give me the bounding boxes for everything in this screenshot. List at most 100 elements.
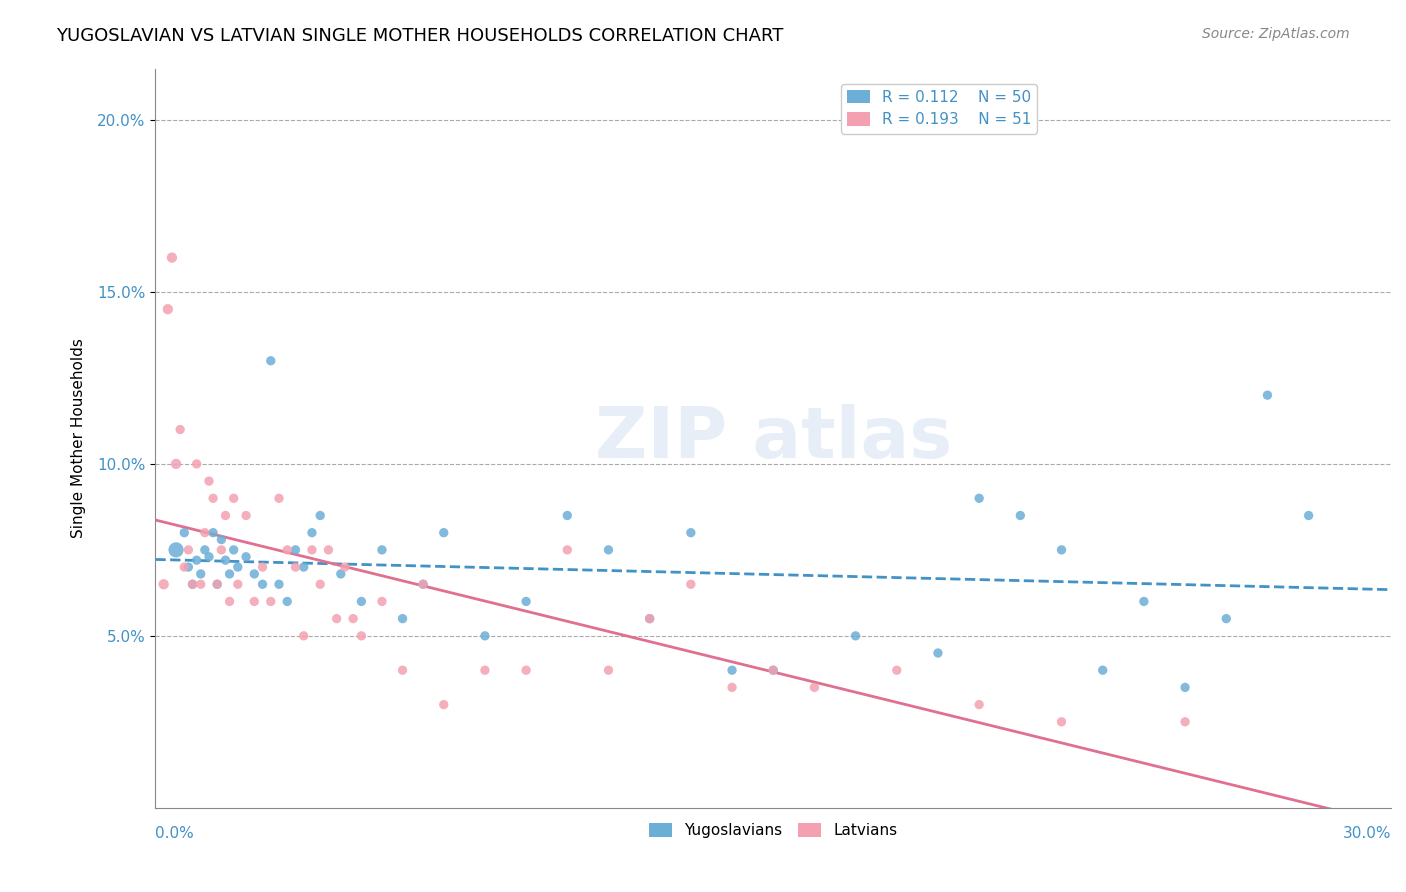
Point (243, 594, 266, 608)
Point (1256, 388, 1278, 402)
Point (190, 566, 212, 581)
Point (198, 549, 221, 564)
Point (169, 423, 191, 437)
Point (350, 594, 373, 608)
Point (1298, 508, 1320, 523)
Point (474, 663, 496, 677)
Point (886, 663, 908, 677)
Point (679, 525, 702, 540)
Point (555, 508, 578, 523)
Point (474, 629, 496, 643)
Point (209, 533, 232, 547)
Point (679, 577, 702, 591)
Text: 0.0%: 0.0% (156, 826, 194, 841)
Point (762, 663, 785, 677)
Point (762, 663, 785, 677)
Point (1215, 612, 1237, 626)
Legend: Yugoslavians, Latvians: Yugoslavians, Latvians (643, 817, 903, 845)
Point (412, 577, 434, 591)
Point (205, 577, 228, 591)
Point (222, 491, 245, 506)
Text: ZIP atlas: ZIP atlas (595, 404, 952, 473)
Point (202, 491, 225, 506)
Point (173, 560, 195, 574)
Point (194, 542, 217, 557)
Point (329, 566, 352, 581)
Point (235, 549, 257, 564)
Point (598, 663, 620, 677)
Point (209, 542, 232, 557)
Point (433, 525, 456, 540)
Point (301, 542, 323, 557)
Point (391, 663, 413, 677)
Point (1133, 594, 1156, 608)
Point (598, 542, 620, 557)
Point (222, 542, 245, 557)
Y-axis label: Single Mother Households: Single Mother Households (72, 338, 86, 538)
Point (967, 491, 990, 506)
Point (1174, 714, 1197, 729)
Point (186, 457, 208, 471)
Text: YUGOSLAVIAN VS LATVIAN SINGLE MOTHER HOUSEHOLDS CORRELATION CHART: YUGOSLAVIAN VS LATVIAN SINGLE MOTHER HOU… (56, 27, 783, 45)
Point (309, 577, 332, 591)
Point (276, 594, 298, 608)
Point (194, 525, 217, 540)
Point (927, 646, 949, 660)
Text: Source: ZipAtlas.com: Source: ZipAtlas.com (1202, 27, 1350, 41)
Point (226, 577, 249, 591)
Point (721, 663, 744, 677)
Point (202, 525, 225, 540)
Point (152, 577, 174, 591)
Point (218, 566, 240, 581)
Point (371, 594, 394, 608)
Point (260, 594, 283, 608)
Point (267, 577, 290, 591)
Point (325, 612, 347, 626)
Point (845, 629, 868, 643)
Point (318, 542, 340, 557)
Point (1050, 714, 1073, 729)
Point (342, 612, 364, 626)
Point (292, 560, 315, 574)
Point (235, 508, 257, 523)
Point (156, 302, 179, 317)
Point (284, 560, 307, 574)
Point (165, 542, 187, 557)
Point (555, 542, 578, 557)
Point (181, 577, 204, 591)
Point (186, 553, 208, 567)
Point (638, 612, 661, 626)
Point (198, 474, 221, 488)
Point (1050, 542, 1073, 557)
Point (260, 353, 283, 368)
Point (284, 542, 307, 557)
Point (391, 612, 413, 626)
Point (214, 508, 236, 523)
Point (226, 560, 249, 574)
Point (350, 629, 373, 643)
Point (205, 577, 228, 591)
Point (412, 577, 434, 591)
Point (252, 560, 274, 574)
Point (301, 525, 323, 540)
Point (371, 542, 394, 557)
Point (177, 542, 200, 557)
Point (333, 560, 356, 574)
Point (803, 681, 825, 695)
Point (721, 681, 744, 695)
Point (515, 594, 537, 608)
Point (190, 577, 212, 591)
Point (1091, 663, 1114, 677)
Point (515, 663, 537, 677)
Point (214, 553, 236, 567)
Text: 30.0%: 30.0% (1343, 826, 1391, 841)
Point (433, 698, 456, 712)
Point (292, 629, 315, 643)
Point (267, 491, 290, 506)
Point (1174, 681, 1197, 695)
Point (243, 566, 266, 581)
Point (165, 457, 187, 471)
Point (252, 577, 274, 591)
Point (177, 560, 200, 574)
Point (218, 594, 240, 608)
